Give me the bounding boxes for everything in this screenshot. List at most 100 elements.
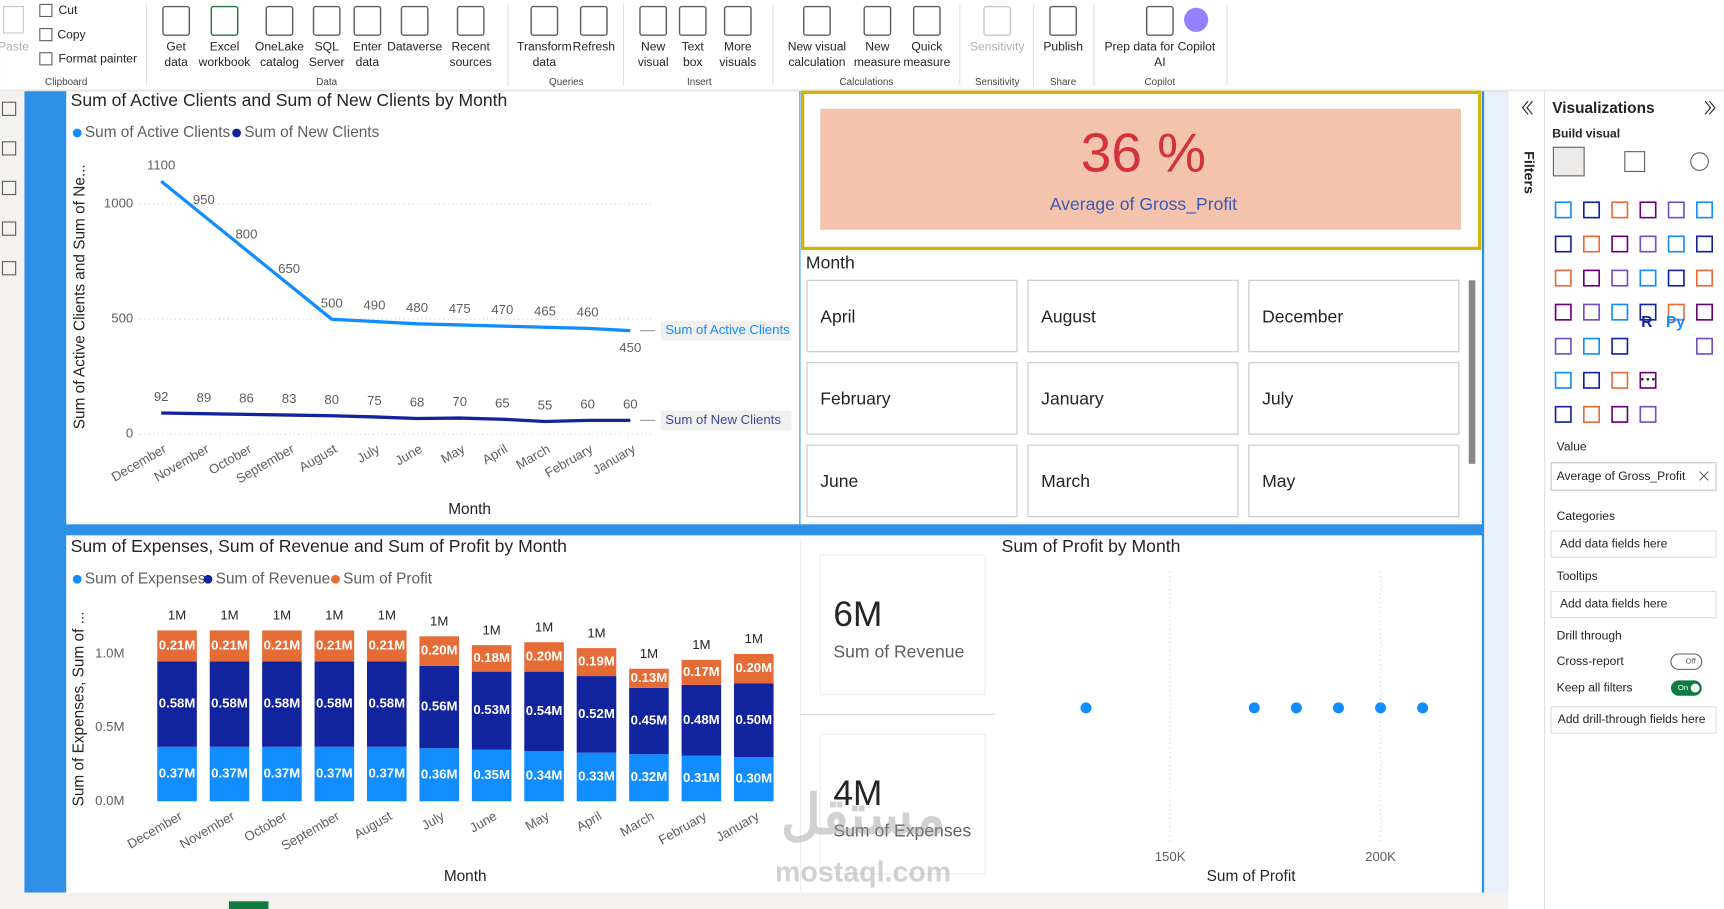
- visual-icon[interactable]: [1582, 269, 1601, 287]
- visual-icon[interactable]: [1695, 337, 1714, 355]
- slicer-item-label[interactable]: June: [820, 471, 858, 491]
- visual-icon[interactable]: [1695, 201, 1714, 219]
- collapse-icon[interactable]: [1521, 100, 1533, 115]
- ribbon-button[interactable]: data: [164, 55, 188, 69]
- visual-icon[interactable]: [1639, 405, 1657, 423]
- ribbon-button[interactable]: Excel: [210, 39, 240, 53]
- slicer-item-label[interactable]: May: [1262, 471, 1295, 491]
- ribbon-button[interactable]: Paste: [0, 39, 29, 53]
- visual-icon[interactable]: [1639, 371, 1657, 389]
- slicer-item-label[interactable]: February: [820, 389, 891, 409]
- ribbon-button[interactable]: Format painter: [59, 52, 138, 66]
- ribbon-button[interactable]: Server: [309, 55, 345, 69]
- field-hint[interactable]: Add data fields here: [1560, 536, 1668, 550]
- visual-icon[interactable]: [1667, 269, 1685, 287]
- ribbon-button[interactable]: sources: [450, 55, 492, 69]
- slicer-item[interactable]: [806, 362, 1018, 435]
- visual-icon[interactable]: [1582, 235, 1601, 253]
- visual-icon[interactable]: [1639, 201, 1657, 219]
- field-hint[interactable]: Add drill-through fields here: [1558, 712, 1706, 726]
- slicer-item-label[interactable]: December: [1262, 306, 1343, 326]
- visual-icon[interactable]: [1582, 405, 1601, 423]
- visual-icon[interactable]: [1554, 371, 1572, 389]
- slicer-item[interactable]: [806, 279, 1018, 353]
- slicer-item-label[interactable]: July: [1262, 389, 1293, 409]
- ribbon-button[interactable]: workbook: [198, 55, 252, 69]
- visual-icon[interactable]: [1639, 235, 1657, 253]
- ribbon-button[interactable]: visuals: [719, 55, 756, 69]
- slicer-item[interactable]: [1248, 444, 1460, 518]
- field-well[interactable]: [1550, 530, 1717, 558]
- ribbon-button[interactable]: measure: [854, 55, 901, 69]
- visual-icon[interactable]: [1582, 371, 1601, 389]
- ribbon-button[interactable]: SQL: [315, 39, 339, 53]
- slicer-item-label[interactable]: March: [1041, 471, 1090, 491]
- visual-icon[interactable]: [1695, 269, 1714, 287]
- ribbon-button[interactable]: Text: [682, 39, 705, 53]
- ribbon-button[interactable]: Prep data for Copilot: [1104, 39, 1215, 53]
- ribbon-button[interactable]: Publish: [1043, 39, 1083, 53]
- visual-icon[interactable]: [1667, 303, 1685, 321]
- ribbon-button[interactable]: Copy: [57, 27, 86, 41]
- ribbon-button[interactable]: AI: [1154, 55, 1165, 69]
- visual-icon[interactable]: [1611, 371, 1629, 389]
- visual-icon[interactable]: [1611, 201, 1629, 219]
- ribbon-button[interactable]: catalog: [260, 55, 299, 69]
- ribbon-button[interactable]: visual: [638, 55, 669, 69]
- ribbon-button[interactable]: data: [356, 55, 380, 69]
- visual-icon[interactable]: [1667, 201, 1685, 219]
- ribbon-button[interactable]: New: [641, 39, 665, 53]
- visual-icon[interactable]: [1554, 337, 1572, 355]
- ribbon-button[interactable]: box: [683, 55, 702, 69]
- slicer-item-label[interactable]: August: [1041, 306, 1096, 326]
- slicer-item-label[interactable]: January: [1041, 389, 1104, 409]
- expand-icon[interactable]: [1704, 100, 1716, 115]
- slicer-item[interactable]: [1027, 444, 1239, 518]
- ribbon-button[interactable]: Quick: [911, 39, 943, 53]
- visual-icon[interactable]: [1582, 303, 1601, 321]
- visual-icon[interactable]: [1611, 337, 1629, 355]
- slicer-item[interactable]: [806, 444, 1018, 518]
- ribbon-button[interactable]: Dataverse: [387, 39, 442, 53]
- analytics-tab[interactable]: [1690, 152, 1709, 171]
- visual-icon[interactable]: [1695, 235, 1714, 253]
- slicer-item[interactable]: [1248, 362, 1460, 435]
- build-tab[interactable]: [1552, 146, 1585, 177]
- visual-icon[interactable]: [1695, 303, 1714, 321]
- slicer-item-label[interactable]: April: [820, 306, 855, 326]
- ribbon-button[interactable]: Refresh: [573, 39, 615, 53]
- ribbon-button[interactable]: OneLake: [255, 39, 304, 53]
- visual-icon[interactable]: [1639, 269, 1657, 287]
- visual-icon[interactable]: [1554, 235, 1572, 253]
- visual-icon[interactable]: [1611, 235, 1629, 253]
- visual-icon[interactable]: [1554, 201, 1572, 219]
- format-tab[interactable]: [1624, 151, 1646, 173]
- ribbon-button[interactable]: Transform: [517, 39, 572, 53]
- slicer-item[interactable]: [1248, 279, 1460, 353]
- ribbon-button[interactable]: measure: [903, 55, 950, 69]
- visual-icon[interactable]: [1582, 337, 1601, 355]
- ribbon-button[interactable]: Sensitivity: [970, 39, 1025, 53]
- slicer-item[interactable]: [1027, 279, 1239, 353]
- field-hint[interactable]: Add data fields here: [1560, 597, 1668, 611]
- visual-icon[interactable]: [1667, 235, 1685, 253]
- visual-icon[interactable]: [1611, 269, 1629, 287]
- field-well[interactable]: [1550, 590, 1717, 619]
- field-chip[interactable]: Average of Gross_Profit: [1557, 469, 1686, 483]
- ribbon-button[interactable]: New visual: [788, 39, 846, 53]
- ribbon-button[interactable]: calculation: [788, 55, 845, 69]
- visual-icon[interactable]: [1639, 303, 1657, 321]
- ribbon-button[interactable]: Recent: [452, 39, 491, 53]
- field-well[interactable]: [1550, 462, 1717, 491]
- visual-icon[interactable]: [1554, 405, 1572, 423]
- visual-icon[interactable]: [1554, 269, 1572, 287]
- field-well[interactable]: [1550, 706, 1717, 734]
- visual-icon-text[interactable]: R: [1641, 314, 1652, 331]
- ribbon-button[interactable]: More: [724, 39, 752, 53]
- visual-icon[interactable]: [1582, 201, 1601, 219]
- ribbon-button[interactable]: Get: [166, 39, 186, 53]
- remove-icon[interactable]: [1699, 471, 1709, 481]
- visual-icon[interactable]: [1554, 303, 1572, 321]
- ribbon-button[interactable]: New: [865, 39, 889, 53]
- visual-icon-text[interactable]: Py: [1666, 314, 1685, 331]
